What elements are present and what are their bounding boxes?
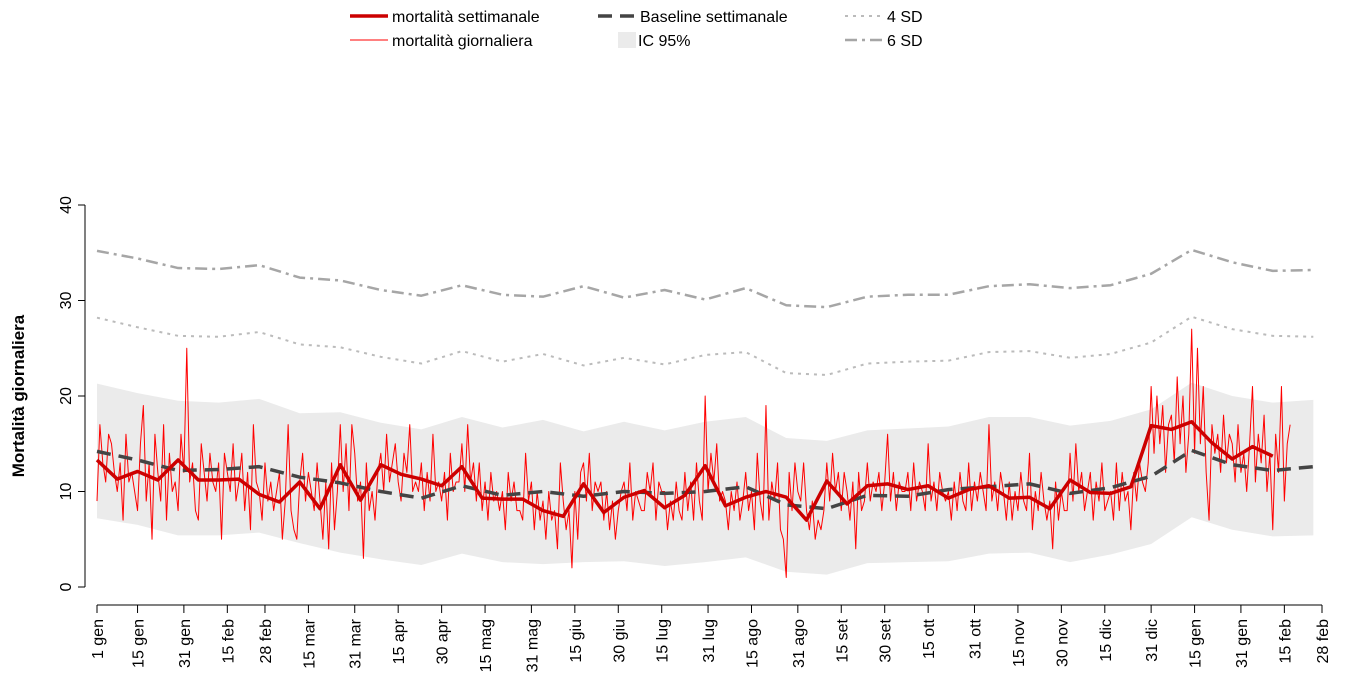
x-tick-label: 15 set [834,618,851,662]
x-tick-label: 30 apr [435,618,452,664]
x-tick-label: 31 gen [177,619,194,668]
legend-label: Baseline settimanale [640,9,788,26]
x-tick-label: 30 nov [1054,619,1071,667]
legend-label: 6 SD [887,33,923,50]
x-tick-label: 15 ago [744,619,761,668]
x-tick-label: 15 feb [1277,619,1294,664]
x-tick-label: 28 feb [1315,619,1332,664]
x-tick-label: 31 mar [348,618,365,668]
x-tick-label: 15 mag [478,619,495,672]
y-tick-label: 30 [58,292,75,310]
x-tick-label: 31 ott [967,618,984,659]
series-line [96,448,1314,511]
y-axis-title: Mortalità giornaliera [9,314,28,477]
x-tick-label: 15 feb [220,619,237,664]
x-tick-label: 30 set [878,618,895,662]
x-tick-label: 28 feb [258,619,275,664]
x-tick-label: 15 gen [1188,619,1205,668]
x-tick-label: 31 gen [1234,619,1251,668]
x-tick-label: 15 lug [655,619,672,663]
y-tick-label: 0 [58,582,75,591]
x-tick-label: 15 gen [131,619,148,668]
x-tick-label: 15 nov [1011,619,1028,667]
legend-label: IC 95% [638,33,690,50]
x-tick-label: 31 ago [791,619,808,668]
legend-swatch [618,32,636,48]
x-tick-label: 1 gen [90,619,107,659]
legend-label: mortalità settimanale [392,9,540,26]
legend-label: 4 SD [887,9,923,26]
x-tick-label: 15 ott [921,618,938,659]
y-tick-label: 10 [58,483,75,501]
x-tick-label: 31 dic [1144,619,1161,662]
x-tick-label: 15 dic [1098,619,1115,662]
legend-label: mortalità giornaliera [392,33,533,50]
series-line [96,328,1291,578]
x-tick-label: 15 mar [301,618,318,668]
x-tick-label: 30 giu [611,619,628,663]
series-line [95,420,1274,522]
series-line [96,315,1314,376]
y-tick-label: 20 [58,387,75,405]
x-tick-label: 31 mag [524,619,541,672]
x-tick-label: 15 giu [568,619,585,663]
x-tick-label: 15 apr [391,618,408,664]
x-tick-label: 31 lug [701,619,718,663]
y-tick-label: 40 [58,196,75,214]
series-line [96,248,1314,309]
ci-band [97,382,1314,575]
